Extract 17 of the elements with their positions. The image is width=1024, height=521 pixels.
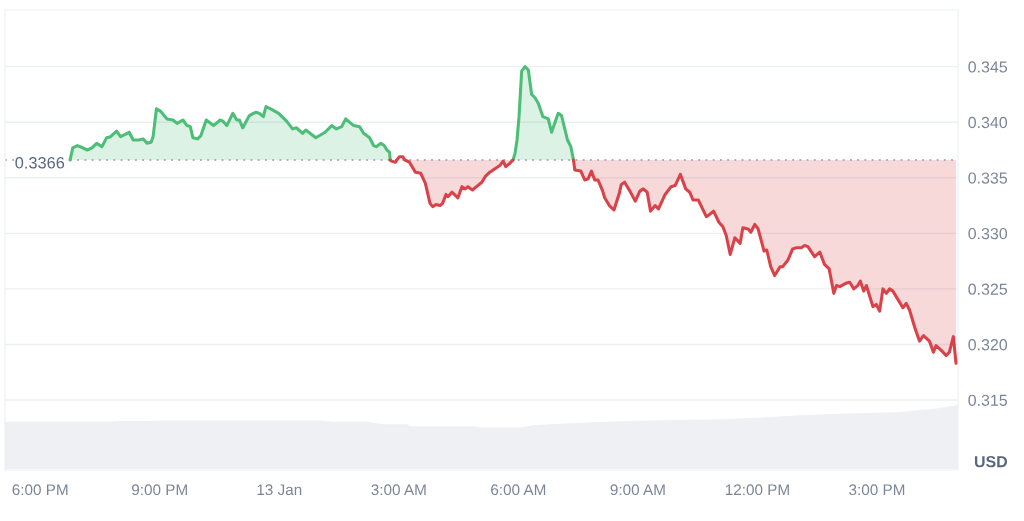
y-tick-label: 0.325 (968, 283, 1008, 295)
x-tick-label: 6:00 AM (491, 484, 546, 496)
x-tick-label: 3:00 PM (849, 484, 905, 496)
x-tick-label: 13 Jan (257, 484, 302, 496)
ref-line-label: 0.3366 (15, 156, 65, 169)
y-tick-label: 0.340 (968, 116, 1008, 129)
y-tick-label: 0.345 (968, 61, 1008, 73)
y-tick-label: 0.315 (968, 394, 1008, 406)
y-tick-label: 0.320 (968, 339, 1008, 351)
y-axis-title: USD (974, 455, 1008, 468)
x-tick-label: 3:00 AM (371, 484, 426, 496)
x-tick-label: 12:00 PM (725, 484, 789, 496)
x-tick-label: 9:00 AM (610, 484, 665, 496)
y-tick-label: 0.335 (968, 172, 1008, 184)
x-tick-label: 9:00 PM (132, 484, 187, 496)
x-tick-label: 6:00 PM (12, 484, 68, 496)
y-tick-label: 0.330 (968, 227, 1008, 240)
